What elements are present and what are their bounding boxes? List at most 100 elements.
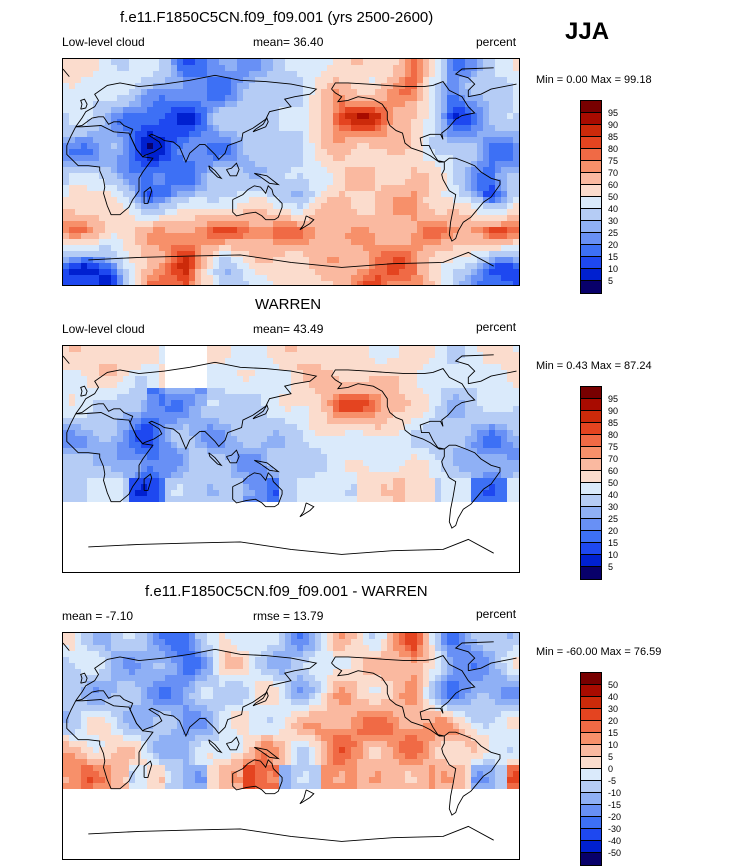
field-cell [369, 424, 376, 431]
field-cell [315, 227, 322, 234]
field-cell [231, 65, 238, 72]
field-cell [501, 119, 508, 126]
field-cell [369, 472, 376, 479]
field-cell [75, 161, 82, 168]
field-cell [459, 215, 466, 222]
field-cell [393, 107, 400, 114]
field-cell [243, 418, 250, 425]
field-cell [327, 83, 334, 90]
field-cell [237, 113, 244, 120]
field-cell [171, 107, 178, 114]
field-cell [417, 472, 424, 479]
field-cell [273, 364, 280, 371]
field-cell [243, 358, 250, 365]
field-cell [483, 131, 490, 138]
field-cell [465, 496, 472, 503]
field-cell [447, 269, 454, 276]
field-cell [69, 227, 76, 234]
field-cell [435, 155, 442, 162]
field-cell [237, 59, 244, 66]
field-cell [75, 155, 82, 162]
field-cell [87, 179, 94, 186]
field-cell [189, 496, 196, 503]
field-cell [351, 239, 358, 246]
field-cell [129, 478, 136, 485]
field-cell [261, 376, 268, 383]
field-cell [411, 454, 418, 461]
field-cell [285, 221, 292, 228]
field-cell [249, 394, 256, 401]
field-cell [117, 215, 124, 222]
field-cell [453, 466, 460, 473]
field-cell [345, 119, 352, 126]
field-cell [321, 364, 328, 371]
field-cell [489, 239, 496, 246]
field-cell [309, 137, 316, 144]
field-cell [501, 394, 508, 401]
field-cell [495, 161, 502, 168]
field-cell [387, 430, 394, 437]
field-cell [105, 478, 112, 485]
field-cell [75, 406, 82, 413]
field-cell [129, 281, 136, 285]
field-cell [339, 83, 346, 90]
field-cell [495, 245, 502, 252]
field-cell [423, 400, 430, 407]
field-cell [477, 59, 484, 66]
field-cell [183, 275, 190, 282]
field-cell [135, 472, 142, 479]
field-cell [195, 185, 202, 192]
field-cell [291, 382, 298, 389]
field-cell [339, 149, 346, 156]
field-cell [69, 155, 76, 162]
field-cell [339, 197, 346, 204]
field-cell [111, 424, 118, 431]
field-cell [237, 424, 244, 431]
field-cell [405, 197, 412, 204]
field-cell [213, 406, 220, 413]
field-cell [351, 412, 358, 419]
field-cell [507, 352, 514, 359]
field-cell [399, 89, 406, 96]
field-cell [99, 77, 106, 84]
field-cell [285, 131, 292, 138]
field-cell [291, 59, 298, 66]
field-cell [267, 245, 274, 252]
field-cell [339, 215, 346, 222]
field-cell [285, 466, 292, 473]
field-cell [129, 83, 136, 90]
field-cell [405, 502, 412, 509]
field-cell [405, 269, 412, 276]
field-cell [321, 131, 328, 138]
field-cell [321, 484, 328, 491]
field-cell [141, 412, 148, 419]
field-cell [351, 478, 358, 485]
field-cell [93, 143, 100, 150]
field-cell [495, 95, 502, 102]
field-cell [477, 251, 484, 258]
field-cell [513, 125, 519, 132]
field-cell [141, 221, 148, 228]
field-cell [381, 185, 388, 192]
field-cell [447, 251, 454, 258]
field-cell [411, 77, 418, 84]
field-cell [117, 418, 124, 425]
field-cell [99, 251, 106, 258]
field-cell [159, 454, 166, 461]
field-cell [297, 167, 304, 174]
field-cell [201, 149, 208, 156]
field-cell [243, 275, 250, 282]
field-cell [399, 173, 406, 180]
field-cell [333, 167, 340, 174]
field-cell [447, 496, 454, 503]
field-cell [165, 496, 172, 503]
field-cell [153, 131, 160, 138]
field-cell [357, 388, 364, 395]
field-cell [507, 418, 514, 425]
field-cell [429, 197, 436, 204]
field-cell [225, 448, 232, 455]
field-cell [339, 227, 346, 234]
field-cell [285, 101, 292, 108]
field-cell [471, 364, 478, 371]
field-cell [201, 251, 208, 258]
